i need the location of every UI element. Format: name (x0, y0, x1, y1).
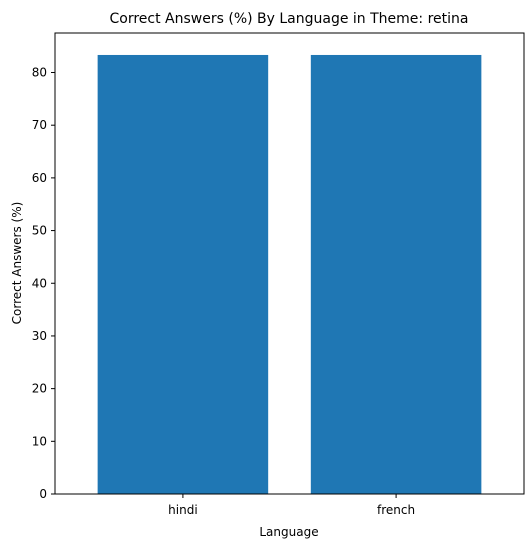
y-axis-label: Correct Answers (%) (10, 202, 24, 325)
y-tick-label: 0 (39, 487, 47, 501)
y-tick-label: 30 (32, 329, 47, 343)
x-axis-label: Language (259, 525, 318, 539)
y-tick-label: 80 (32, 66, 47, 80)
y-tick-label: 70 (32, 118, 47, 132)
y-tick-label: 50 (32, 224, 47, 238)
chart-title: Correct Answers (%) By Language in Theme… (110, 11, 469, 27)
y-tick-label: 60 (32, 171, 47, 185)
bar-hindi (98, 55, 269, 494)
y-axis-ticks: 0 10 20 30 40 50 60 70 80 (32, 66, 55, 501)
x-axis-ticks: hindi french (168, 494, 415, 517)
y-tick-label: 40 (32, 276, 47, 290)
x-tick-label: hindi (168, 503, 198, 517)
bars-layer (98, 55, 482, 494)
bar-french (311, 55, 482, 494)
x-tick-label: french (377, 503, 415, 517)
y-tick-label: 20 (32, 382, 47, 396)
y-tick-label: 10 (32, 434, 47, 448)
